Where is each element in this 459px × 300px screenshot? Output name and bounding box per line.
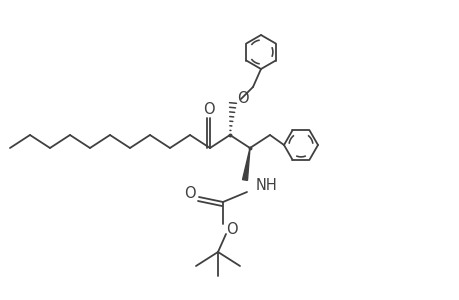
Text: O: O — [237, 91, 248, 106]
Text: NH: NH — [256, 178, 277, 193]
Polygon shape — [242, 148, 249, 180]
Text: O: O — [203, 101, 214, 116]
Text: O: O — [226, 221, 237, 236]
Text: O: O — [184, 187, 196, 202]
